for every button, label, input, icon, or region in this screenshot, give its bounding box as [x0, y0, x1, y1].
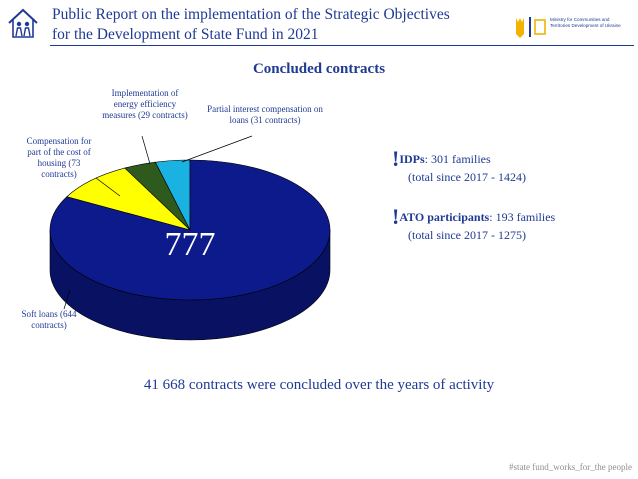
- stat-idps-head: IDPs: [399, 152, 425, 166]
- summary-text: 41 668 contracts were concluded over the…: [143, 377, 495, 393]
- stat-ato-sub: (total since 2017 - 1275): [408, 228, 526, 242]
- header-divider: [50, 45, 634, 46]
- leader-line-energy-efficiency: [141, 135, 151, 165]
- stat-ato-head: ATO participants: [399, 210, 490, 224]
- ministry-name-line1: Ministry for Communities and: [550, 17, 610, 22]
- trident-icon: [516, 17, 546, 38]
- slice-label-soft-loans: Soft loans (644 contracts): [21, 309, 77, 330]
- stat-ato-mark: !: [392, 204, 400, 229]
- report-title-line2: for the Development of State Fund in 202…: [52, 26, 319, 43]
- hashtag: #state fund_works_for_the people: [509, 462, 632, 472]
- house-family-icon: [8, 8, 38, 38]
- leader-line-partial-interest: [181, 135, 253, 163]
- slice-label-energy-efficiency: Implementation of energy efficiency meas…: [102, 88, 188, 120]
- stat-ato: !ATO participants: 193 families (total s…: [392, 206, 556, 244]
- leader-line-soft-loans: [63, 289, 71, 310]
- stat-idps-sub: (total since 2017 - 1424): [408, 170, 526, 184]
- report-title: Public Report on the implementation of t…: [52, 5, 522, 45]
- chart-title: Concluded contracts: [252, 61, 386, 77]
- slice-soft-loans: [49, 159, 331, 301]
- stat-idps-text: : 301 families: [424, 152, 491, 166]
- ministry-logo: Ministry for Communities and Territories…: [512, 14, 636, 40]
- slice-label-partial-interest: Partial interest compensation on loans (…: [207, 104, 323, 125]
- stat-idps-mark: !: [392, 146, 400, 171]
- header: Public Report on the implementation of t…: [0, 0, 638, 48]
- stat-ato-text: : 193 families: [489, 210, 556, 224]
- stat-idps: !IDPs: 301 families (total since 2017 - …: [392, 148, 526, 186]
- ministry-name-line2: Territories Development of Ukraine: [550, 23, 621, 28]
- pie-total-label: 777: [164, 226, 216, 263]
- slice-label-compensation-housing: Compensation for part of the cost of hou…: [26, 136, 92, 179]
- ministry-name: Ministry for Communities and Territories…: [550, 17, 621, 29]
- report-title-line1: Public Report on the implementation of t…: [52, 6, 450, 23]
- slice-compensation-housing: [66, 167, 191, 231]
- leader-line-compensation-housing: [95, 177, 121, 197]
